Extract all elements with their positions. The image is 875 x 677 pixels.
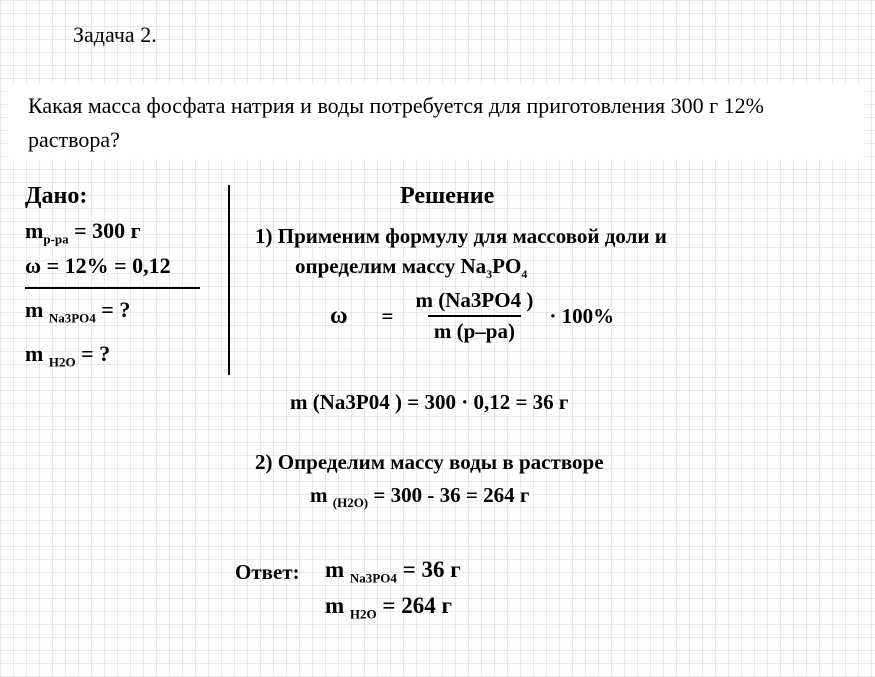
step-1-text-a: 1) Применим формулу для массовой доли и xyxy=(255,222,815,251)
problem-statement: Какая масса фосфата натрия и воды потреб… xyxy=(8,83,864,159)
sub-rra: р-ра xyxy=(43,231,68,246)
given-divider xyxy=(25,287,200,289)
calc-mass-na3po4: m (Na3P04 ) = 300 · 0,12 = 36 г xyxy=(290,390,568,415)
find-na3po4: m Na3PO4 = ? xyxy=(25,297,220,326)
mass-fraction-formula: ω = m (Na3PO4 ) m (р–ра) · 100% xyxy=(330,288,614,344)
po: PO xyxy=(492,254,521,278)
step-2-text: 2) Определим массу воды в растворе xyxy=(255,450,604,475)
step1b-text: определим массу Na xyxy=(295,254,486,278)
sub-h2o-paren: (H2O) xyxy=(333,495,368,510)
var-m: m xyxy=(310,483,333,507)
ans2-val: = 264 г xyxy=(377,593,452,618)
var-m: m xyxy=(25,218,43,243)
given-title: Дано: xyxy=(25,183,220,210)
omega-symbol: ω xyxy=(330,303,348,330)
sub-h2o: H2O xyxy=(49,354,76,369)
answer-na3po4: m Na3PO4 = 36 г xyxy=(325,557,461,587)
question-mark: = ? xyxy=(76,341,111,366)
numerator: m (Na3PO4 ) xyxy=(410,288,540,315)
equals: = xyxy=(382,304,394,329)
given-section: Дано: mр-ра = 300 г ω = 12% = 0,12 m Na3… xyxy=(25,183,220,376)
find-h2o: m H2O = ? xyxy=(25,341,220,370)
var-m: m xyxy=(25,341,49,366)
given-omega: ω = 12% = 0,12 xyxy=(25,253,220,279)
sub-na3po4: Na3PO4 xyxy=(49,311,96,326)
given-mass-solution: mр-ра = 300 г xyxy=(25,218,220,247)
var-m: m xyxy=(325,557,350,582)
ans1-val: = 36 г xyxy=(397,557,461,582)
times-100pct: · 100% xyxy=(549,304,614,329)
calc2-rest: = 300 - 36 = 264 г xyxy=(368,483,529,507)
sub-h2o: H2O xyxy=(350,607,377,622)
answer-h2o: m H2O = 264 г xyxy=(325,593,452,623)
sub-na3po4: Na3PO4 xyxy=(350,571,397,586)
step-1-text-b: определим массу Na3PO4 xyxy=(295,252,527,283)
calc-mass-h2o: m (H2O) = 300 - 36 = 264 г xyxy=(310,483,529,511)
sub-4: 4 xyxy=(521,267,527,281)
fraction: m (Na3PO4 ) m (р–ра) xyxy=(410,288,540,344)
var-m: m xyxy=(325,593,350,618)
val-300g: = 300 г xyxy=(69,218,141,243)
question-mark: = ? xyxy=(96,297,131,322)
answer-label: Ответ: xyxy=(235,560,300,585)
var-m: m xyxy=(25,297,49,322)
solution-title: Решение xyxy=(400,183,494,210)
denominator: m (р–ра) xyxy=(428,315,521,344)
task-number: Задача 2. xyxy=(73,22,157,48)
vertical-divider xyxy=(228,185,230,375)
